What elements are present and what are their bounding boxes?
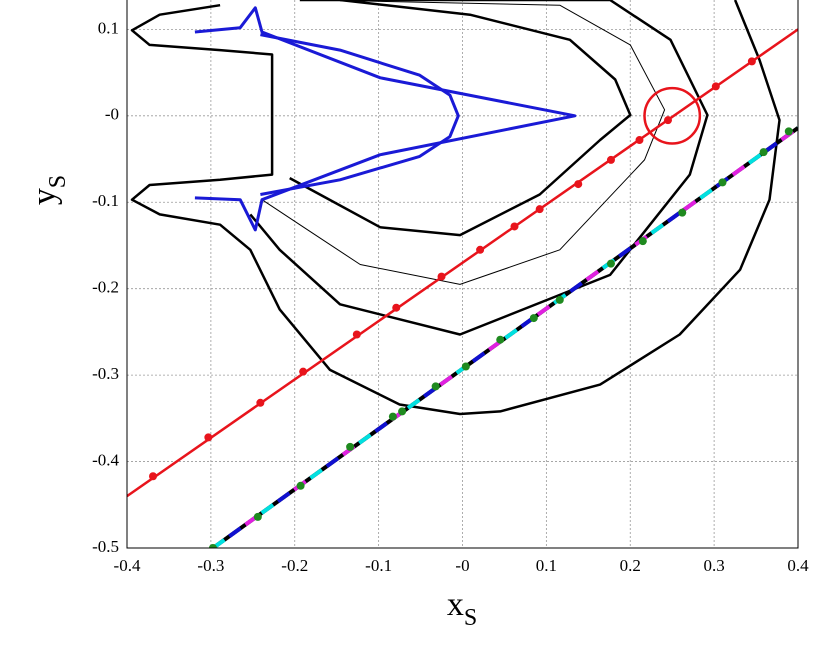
data-point bbox=[208, 544, 217, 548]
data-point bbox=[606, 155, 615, 164]
data-point bbox=[388, 412, 397, 421]
data-point bbox=[296, 481, 305, 490]
data-point bbox=[437, 272, 446, 281]
y-tick-label: -0.4 bbox=[92, 450, 119, 469]
curve bbox=[130, 0, 781, 416]
data-point bbox=[431, 382, 440, 391]
y-tick-label: -0.3 bbox=[92, 364, 119, 383]
data-point bbox=[253, 512, 262, 521]
x-tick-label: 0.4 bbox=[787, 556, 809, 575]
y-tick-label: -0.5 bbox=[92, 537, 119, 556]
highlight-circle bbox=[643, 86, 702, 145]
data-point bbox=[663, 116, 672, 125]
x-axis-label: xS bbox=[447, 586, 477, 631]
x-tick-label: -0 bbox=[455, 556, 469, 575]
data-point bbox=[711, 82, 720, 91]
curve bbox=[261, 0, 666, 285]
y-axis-label: yS bbox=[26, 175, 71, 205]
y-tick-label: -0.1 bbox=[92, 191, 119, 210]
data-point bbox=[784, 127, 793, 136]
x-tick-label: 0.1 bbox=[536, 556, 557, 575]
plot-area bbox=[127, 0, 798, 548]
x-tick-label: 0.2 bbox=[620, 556, 641, 575]
curve bbox=[289, 0, 632, 237]
data-point bbox=[535, 205, 544, 214]
data-point bbox=[678, 208, 687, 217]
x-tick-label: 0.3 bbox=[704, 556, 725, 575]
curve bbox=[127, 28, 798, 498]
data-point bbox=[461, 362, 470, 371]
dashed-curve bbox=[211, 126, 798, 548]
axis-frame bbox=[126, 0, 799, 549]
axes: -0.4 -0.3 -0.2 -0.1 -0 0.1 0.2 0.3 0.4-0.5-0.4-0… bbox=[26, 0, 809, 631]
data-point bbox=[149, 472, 158, 481]
x-axis-label-main: x bbox=[447, 586, 464, 623]
curve bbox=[194, 6, 577, 232]
data-point bbox=[574, 180, 583, 189]
x-tick-label: -0.4 bbox=[114, 556, 141, 575]
data-point bbox=[555, 295, 564, 304]
data-point bbox=[299, 367, 308, 376]
data-point bbox=[759, 148, 768, 157]
data-point bbox=[476, 245, 485, 254]
data-point bbox=[346, 442, 355, 451]
y-axis-label-sub: S bbox=[45, 175, 71, 188]
data-point bbox=[718, 178, 727, 187]
data-point bbox=[496, 335, 505, 344]
x-tick-label: -0.2 bbox=[281, 556, 308, 575]
curve bbox=[260, 33, 460, 196]
data-point bbox=[204, 433, 213, 442]
x-tick-label: -0.3 bbox=[197, 556, 224, 575]
data-point bbox=[635, 136, 644, 145]
y-tick-label: 0.1 bbox=[98, 18, 119, 37]
data-point bbox=[392, 303, 401, 312]
y-tick-label: -0 bbox=[105, 105, 119, 124]
curve bbox=[249, 0, 709, 336]
y-axis-label-main: y bbox=[26, 188, 63, 205]
data-point bbox=[638, 237, 647, 246]
grid bbox=[126, 0, 799, 549]
data-point bbox=[510, 222, 519, 231]
data-point bbox=[398, 407, 407, 416]
data-point bbox=[529, 314, 538, 323]
y-tick-label: -0.2 bbox=[92, 278, 119, 297]
x-tick-label: -0.1 bbox=[365, 556, 392, 575]
data-point bbox=[352, 330, 361, 339]
data-point bbox=[747, 57, 756, 66]
data-point bbox=[606, 259, 615, 268]
x-axis-label-sub: S bbox=[464, 605, 477, 631]
data-point bbox=[256, 398, 265, 407]
